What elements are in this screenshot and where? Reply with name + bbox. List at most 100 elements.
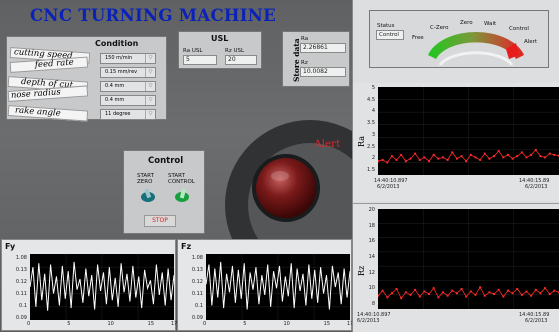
fy-y-tick: 0.11 — [15, 291, 27, 297]
rz-point — [483, 294, 486, 297]
ra-point — [506, 153, 509, 156]
ra-x-right-time: 14:40:15.89 — [519, 178, 550, 184]
fy-series-line — [30, 261, 174, 311]
rz-y-tick: 8 — [371, 301, 375, 307]
start-control-toggle[interactable] — [172, 187, 192, 205]
fy-y-tick: 0.09 — [15, 315, 27, 321]
ra-y-tick: 2.5 — [367, 143, 375, 150]
stop-button[interactable]: STOP — [144, 215, 176, 227]
rz-x-left-date: 6/2/2013 — [357, 318, 380, 324]
ra-point — [409, 157, 412, 160]
ra-y-tick: 2 — [371, 155, 375, 162]
fy-chart: Fy 1.080.130.120.110.10.09 05101517.899 — [1, 239, 189, 331]
rz-x-left-time: 14:40:10.897 — [357, 312, 391, 318]
rz-point — [488, 291, 491, 294]
ra-point — [437, 157, 440, 160]
ra-plot — [378, 87, 559, 175]
chevron-down-icon[interactable]: ▽ — [145, 54, 155, 63]
fz-x-tick: 10 — [283, 321, 290, 327]
rz-point — [378, 294, 379, 297]
ra-point — [483, 152, 486, 155]
rz-x-right-time: 14:40:15.89 — [519, 312, 550, 318]
fy-y-tick: 0.12 — [15, 279, 27, 285]
rz-point — [516, 288, 519, 290]
rz-series-line — [378, 286, 559, 299]
store-ra-value: 2.26861 — [300, 43, 346, 53]
fy-y-tick: 1.08 — [15, 255, 27, 261]
fz-y-tick: 1.08 — [191, 255, 203, 261]
ra-point — [455, 157, 458, 160]
gauge-label-control: Control — [509, 26, 529, 32]
ra-point — [534, 148, 537, 151]
rz-y-tick: 18 — [368, 222, 375, 229]
ra-point — [530, 153, 533, 156]
ra-point — [404, 160, 407, 163]
rz-usl-input[interactable]: 20 — [225, 55, 257, 65]
chevron-down-icon[interactable]: ▽ — [145, 82, 155, 91]
usl-panel: USL Ra USL 5 Rz USL 20 — [178, 31, 262, 69]
usl-header: USL — [211, 34, 229, 43]
chevron-down-icon[interactable]: ▽ — [145, 68, 155, 77]
rz-x-right-date: 6/2/2013 — [525, 318, 548, 324]
ra-point — [525, 156, 528, 159]
fz-y-tick: 0.11 — [191, 291, 203, 297]
ra-point — [428, 160, 431, 163]
ra-point — [418, 158, 421, 161]
ra-point — [432, 153, 435, 156]
rake-angle-select[interactable]: 11 degree ▽ — [100, 109, 156, 120]
control-panel: Control START ZERO START CONTROL STOP — [123, 150, 205, 234]
nose-radius-value: 0.4 mm — [105, 97, 125, 103]
rz-point — [441, 291, 444, 294]
control-header: Control — [148, 156, 184, 166]
chevron-down-icon[interactable]: ▽ — [145, 110, 155, 119]
alert-indicator-light — [252, 154, 320, 222]
fy-plot-area — [30, 254, 174, 320]
ra-point — [423, 156, 426, 159]
ra-point — [400, 153, 403, 156]
ra-point — [497, 150, 500, 153]
status-value: Control — [376, 30, 404, 40]
rz-point — [451, 289, 454, 292]
fz-x-tick: 0 — [203, 321, 207, 327]
nose-radius-select[interactable]: 0.4 mm ▽ — [100, 95, 156, 106]
fz-y-tick: 0.1 — [195, 303, 203, 309]
rz-point — [404, 291, 407, 294]
rz-point — [493, 293, 496, 295]
rz-point — [553, 289, 556, 292]
ra-point — [488, 157, 491, 160]
rz-point — [455, 292, 458, 295]
ra-point — [516, 155, 519, 158]
start-zero-toggle[interactable] — [138, 187, 158, 205]
rz-chart: Rz 20 18 16 14 12 10 8 14:40:10.897 6/2/2013 1… — [353, 203, 559, 332]
rz-point — [460, 288, 463, 290]
rz-usl-label: Rz USL — [225, 48, 245, 54]
fy-x-tick: 15 — [147, 321, 155, 327]
ra-point — [544, 156, 547, 159]
rz-point — [400, 297, 403, 300]
depth-of-cut-select[interactable]: 0.4 mm ▽ — [100, 81, 156, 92]
store-data-panel: Store data Ra 2.26861 Rz 10.0082 — [282, 31, 350, 87]
rz-point — [409, 293, 412, 296]
fy-y-tick: 0.13 — [15, 267, 27, 273]
condition-selectors: 150 m/min ▽ 0.15 mm/rev ▽ 0.4 mm ▽ 0.4 mm ▽ … — [48, 36, 168, 120]
rz-point — [544, 287, 547, 290]
fy-x-tick: 5 — [67, 321, 71, 327]
rz-plot — [378, 209, 559, 309]
rz-point — [511, 292, 514, 295]
rz-y-tick: 10 — [368, 285, 375, 292]
ra-point — [548, 152, 551, 155]
rz-point — [446, 294, 449, 297]
chevron-down-icon[interactable]: ▽ — [145, 96, 155, 105]
ra-point — [553, 153, 556, 156]
rz-point — [386, 296, 389, 299]
feed-rate-select[interactable]: 0.15 mm/rev ▽ — [100, 67, 156, 78]
fy-plot — [30, 254, 174, 320]
rz-point — [428, 293, 431, 295]
store-ra-label: Ra — [301, 36, 309, 42]
fz-chart: Fz 1.080.130.120.110.10.09 05101517.899 — [177, 239, 365, 331]
ra-usl-input[interactable]: 5 — [183, 55, 217, 65]
fz-plot — [206, 254, 350, 320]
cutting-speed-select[interactable]: 150 m/min ▽ — [100, 53, 156, 64]
ra-y-tick: 5 — [371, 85, 375, 91]
rz-point — [520, 293, 523, 296]
